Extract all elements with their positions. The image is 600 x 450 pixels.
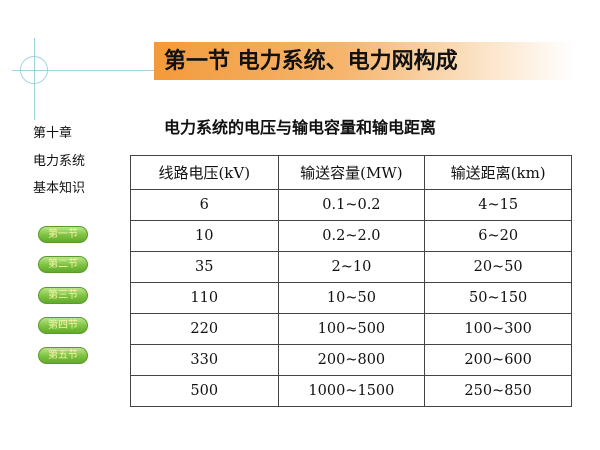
column-header-voltage: 线路电压(kV): [130, 155, 279, 190]
cell-capacity: 200~800: [277, 344, 426, 376]
cell-voltage: 10: [130, 220, 279, 252]
cell-distance: 50~150: [424, 282, 572, 314]
cell-capacity: 100~500: [277, 313, 426, 345]
section-button-1[interactable]: 第一节: [38, 226, 88, 243]
cell-voltage: 220: [130, 313, 279, 345]
table-row: 220 100~500 100~300: [130, 313, 572, 345]
cell-distance: 4~15: [424, 189, 572, 221]
column-header-distance: 输送距离(km): [424, 155, 572, 190]
cell-voltage: 6: [130, 189, 279, 221]
cell-voltage: 500: [130, 375, 279, 407]
cell-capacity: 10~50: [277, 282, 426, 314]
cell-capacity: 0.1~0.2: [277, 189, 426, 221]
cell-capacity: 0.2~2.0: [277, 220, 426, 252]
cell-voltage: 35: [130, 251, 279, 283]
cell-voltage: 110: [130, 282, 279, 314]
page-title: 第一节 电力系统、电力网构成: [164, 49, 458, 74]
header-banner: [154, 42, 574, 80]
section-button-2[interactable]: 第二节: [38, 256, 88, 273]
cell-distance: 6~20: [424, 220, 572, 252]
cell-distance: 200~600: [424, 344, 572, 376]
chapter-label-line-2: 电力系统: [33, 154, 86, 169]
cell-capacity: 1000~1500: [277, 375, 426, 407]
cell-voltage: 330: [130, 344, 279, 376]
table-row: 110 10~50 50~150: [130, 282, 572, 314]
table-row: 6 0.1~0.2 4~15: [130, 189, 572, 221]
chapter-label-line-3: 基本知识: [33, 181, 86, 196]
table-row: 10 0.2~2.0 6~20: [130, 220, 572, 252]
table-row: 330 200~800 200~600: [130, 344, 572, 376]
decorative-horizontal-line: [12, 70, 157, 71]
section-button-5[interactable]: 第五节: [38, 347, 88, 364]
cell-distance: 250~850: [424, 375, 572, 407]
voltage-capacity-table: 线路电压(kV) 输送容量(MW) 输送距离(km) 6 0.1~0.2 4~1…: [130, 155, 572, 407]
section-button-4[interactable]: 第四节: [38, 317, 88, 334]
section-button-3[interactable]: 第三节: [38, 287, 88, 304]
column-header-capacity: 输送容量(MW): [277, 155, 426, 190]
cell-capacity: 2~10: [277, 251, 426, 283]
cell-distance: 20~50: [424, 251, 572, 283]
table-row: 500 1000~1500 250~850: [130, 375, 572, 407]
cell-distance: 100~300: [424, 313, 572, 345]
chapter-label-line-1: 第十章: [33, 126, 73, 141]
table-row: 35 2~10 20~50: [130, 251, 572, 283]
decorative-circle-icon: [20, 56, 48, 84]
table-header-row: 线路电压(kV) 输送容量(MW) 输送距离(km): [130, 155, 572, 190]
table-heading: 电力系统的电压与输电容量和输电距离: [164, 118, 437, 137]
